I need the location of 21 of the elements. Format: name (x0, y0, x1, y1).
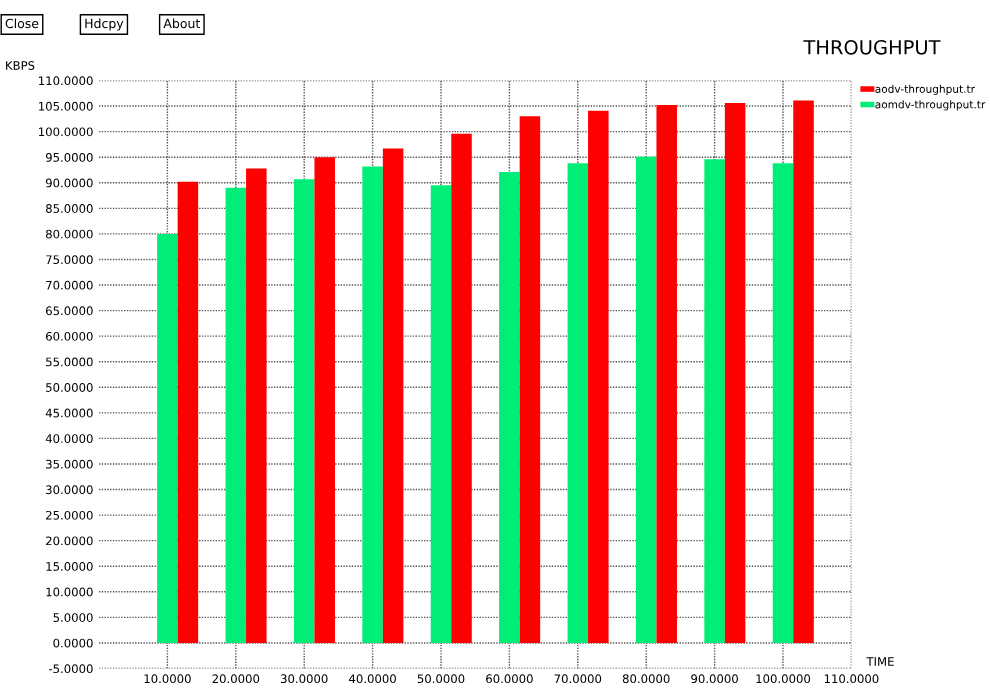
bar (246, 168, 267, 643)
bar (451, 133, 472, 643)
bar (567, 163, 589, 643)
bar (362, 166, 383, 643)
bar (704, 159, 725, 643)
bar (772, 163, 794, 643)
bar (177, 181, 199, 643)
bar (314, 157, 335, 643)
bar (635, 156, 657, 643)
bar (293, 179, 315, 643)
bar (793, 100, 814, 643)
bar (382, 148, 404, 643)
bar (519, 116, 541, 643)
chart-title: THROUGHPUT (803, 39, 941, 55)
bar (588, 110, 609, 643)
bar (157, 233, 178, 643)
bar (499, 172, 520, 643)
bar (225, 187, 247, 643)
bar (430, 185, 452, 643)
bar (656, 105, 677, 643)
bar (724, 103, 746, 643)
